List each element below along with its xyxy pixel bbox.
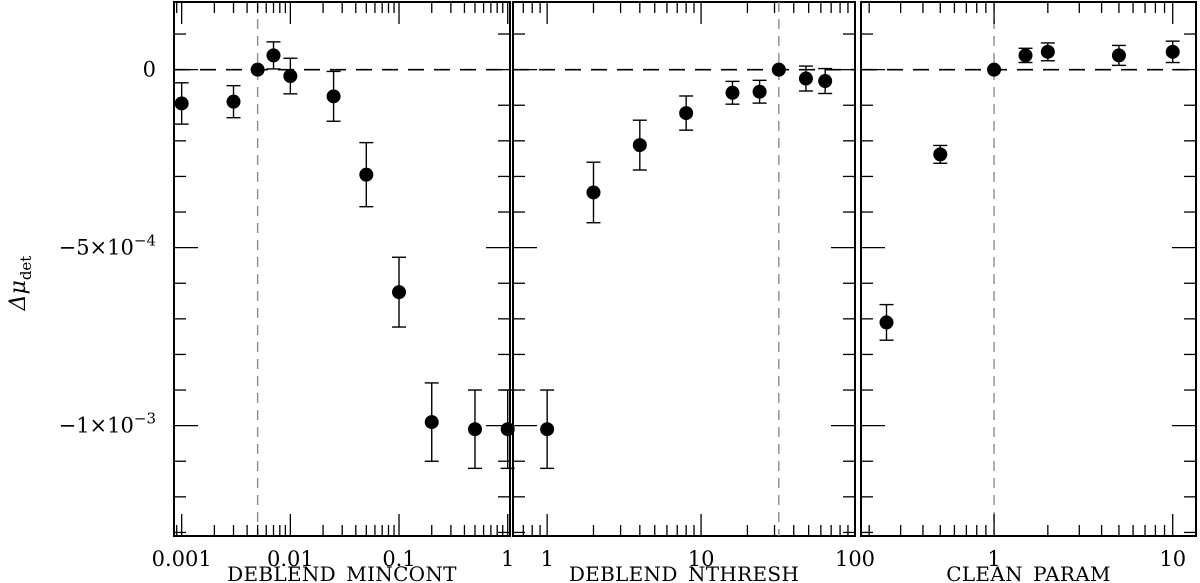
data-point <box>771 62 786 77</box>
panel-1: 0.001 0.01 0.1 1 DEBLEND_MINCONT <box>152 1 515 583</box>
data-point <box>174 96 189 111</box>
y-axis-label-main: Δμ <box>6 280 31 311</box>
y-tick-label: 0 <box>143 58 156 82</box>
x-tick-label: 1 <box>540 547 553 571</box>
data-point <box>467 422 482 437</box>
data-point <box>326 89 341 104</box>
x-tick-label: 0.01 <box>267 547 314 571</box>
data-point <box>266 48 281 63</box>
data-point <box>226 94 241 109</box>
data-point <box>725 85 740 100</box>
data-point <box>1040 44 1055 59</box>
data-point <box>987 62 1002 77</box>
y-ticks <box>861 33 1196 534</box>
x-ticks <box>176 2 509 536</box>
data-point <box>1111 48 1126 63</box>
y-ticks <box>513 33 855 534</box>
data-point <box>500 422 515 437</box>
data-point <box>586 185 601 200</box>
data-points <box>540 62 833 470</box>
svg-text:Δμdet: Δμdet <box>6 256 35 312</box>
x-axis-title: DEBLEND_MINCONT <box>227 562 457 583</box>
panel-3: 1 10 CLEAN_PARAM <box>860 1 1197 583</box>
x-tick-label: 0.1 <box>382 547 415 571</box>
x-tick-label: 1 <box>501 547 514 571</box>
y-tick-label: −5×10−4 <box>59 232 156 260</box>
data-point <box>250 62 265 77</box>
data-point <box>879 315 894 330</box>
x-axis-title: CLEAN_PARAM <box>946 562 1110 583</box>
x-tick-label: 0.001 <box>152 547 212 571</box>
x-tick-label: 1 <box>987 547 1000 571</box>
data-point <box>1018 48 1033 63</box>
data-point <box>392 285 407 300</box>
data-point <box>540 422 555 437</box>
x-tick-label: 10 <box>688 547 715 571</box>
y-ticks <box>174 33 510 534</box>
data-point <box>283 69 298 84</box>
y-axis-label-sub: det <box>17 256 35 281</box>
x-tick-label: 100 <box>835 547 875 571</box>
y-axis-label: Δμdet <box>6 256 35 312</box>
data-points <box>879 40 1180 341</box>
y-tick-label: −1×10−3 <box>59 410 156 438</box>
data-point <box>679 106 694 121</box>
panel-frame <box>512 1 856 537</box>
x-ticks <box>868 2 1174 536</box>
data-point <box>798 71 813 86</box>
x-ticks <box>512 2 856 536</box>
x-tick-label: 10 <box>1159 547 1186 571</box>
data-point <box>1165 44 1180 59</box>
x-axis-title: DEBLEND_NTHRESH <box>569 562 799 583</box>
panel-frame <box>860 1 1197 537</box>
data-point <box>359 167 374 182</box>
data-point <box>424 415 439 430</box>
data-point <box>632 138 647 153</box>
panel-2: 1 10 100 DEBLEND_NTHRESH <box>512 1 875 583</box>
data-points <box>174 41 515 470</box>
panel-frame <box>173 1 511 537</box>
data-point <box>752 84 767 99</box>
data-point <box>818 74 833 89</box>
data-point <box>933 147 948 162</box>
